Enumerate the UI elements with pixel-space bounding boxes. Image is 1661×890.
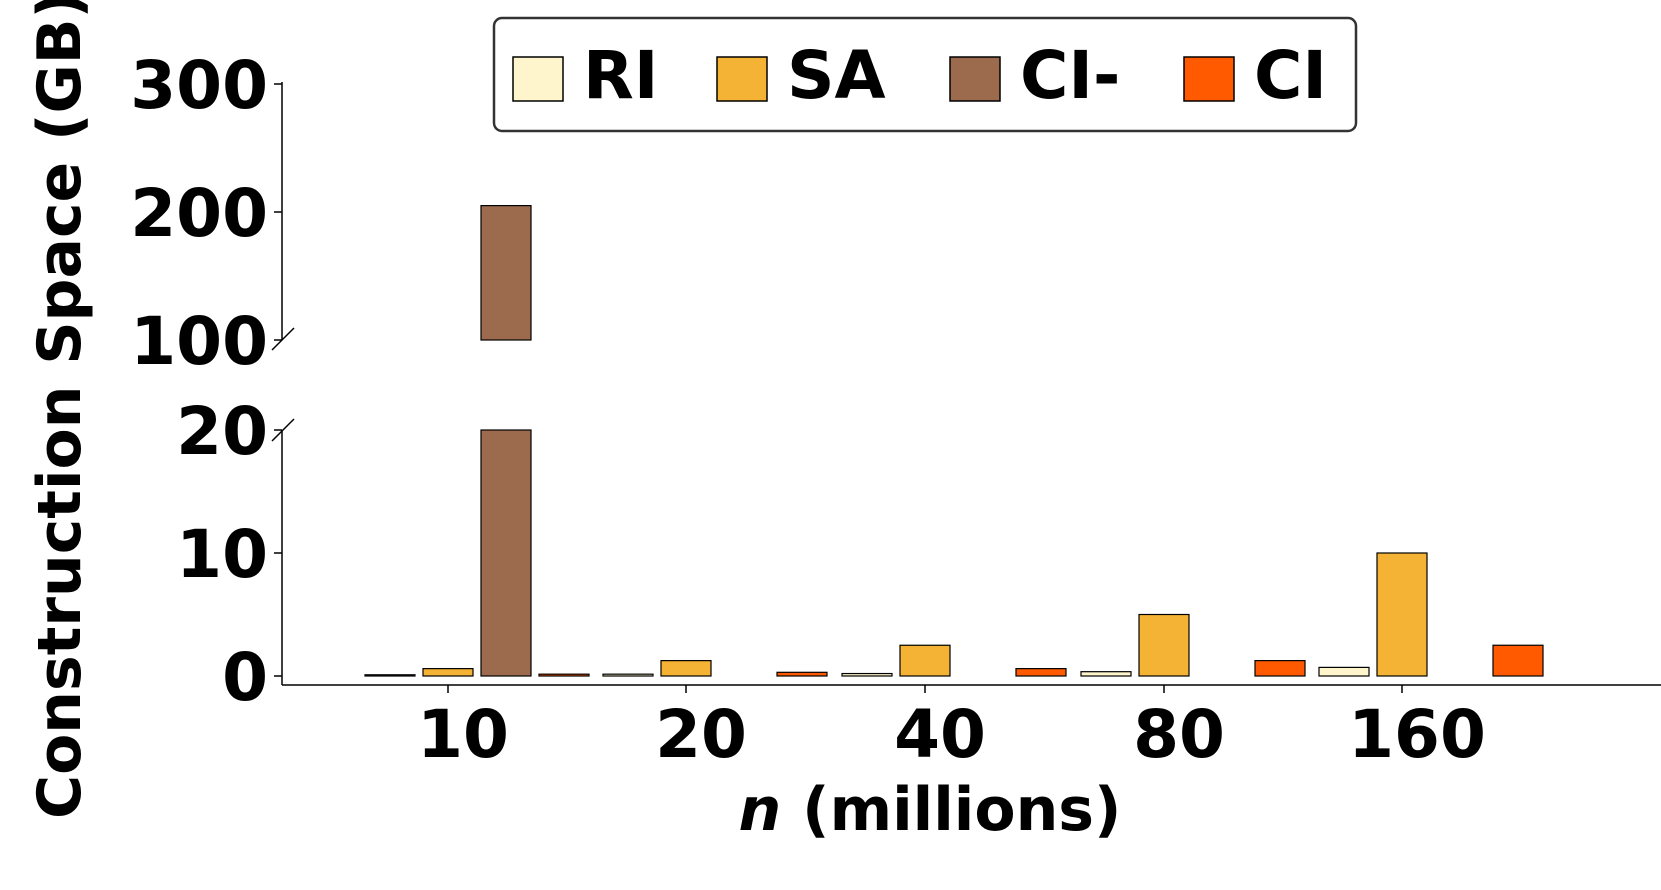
legend-swatch-sa [716,56,768,102]
x-tick-label: 160 [1348,696,1486,773]
bar-sa-10 [422,668,474,677]
x-tick-label: 20 [655,696,747,773]
y-tick-label: 0 [222,639,268,716]
y-tick-label: 10 [176,516,268,593]
x-axis-label-variable: n [739,775,782,845]
axis-break-mark-upper [271,327,295,351]
x-tick-label: 40 [894,696,986,773]
bar-ci-80 [1254,660,1306,677]
legend-label-ci: CI- [1020,37,1120,114]
bar-ri-20 [602,673,654,677]
y-tick-label: 300 [130,47,268,124]
bar-ci-10-upper-segment [480,205,532,341]
y-tick-label: 20 [176,393,268,470]
bar-sa-160 [1376,552,1428,677]
bar-sa-20 [660,660,712,677]
bar-sa-80 [1138,613,1190,677]
legend-swatch-ri [512,56,564,102]
legend-label-ci: CI [1254,37,1327,114]
bar-ci-10 [538,673,590,677]
bar-ri-80 [1080,671,1132,677]
bar-ci-20 [776,671,828,677]
x-tick-label: 10 [417,696,509,773]
legend-swatch-ci [949,56,1001,102]
bar-ri-160 [1318,666,1370,677]
y-axis-label: Construction Space (GB) [25,0,95,819]
x-axis-label-unit: (millions) [781,775,1121,845]
legend-label-sa: SA [787,37,886,114]
bar-sa-40 [899,644,951,677]
y-tick-label: 100 [130,303,268,380]
bar-ci-40 [1015,668,1067,677]
bar-ci-10-lower-segment [480,429,532,677]
bar-ri-40 [841,672,893,677]
x-tick-label: 80 [1133,696,1225,773]
y-tick-label: 200 [130,175,268,252]
legend-swatch-ci [1183,56,1235,102]
legend-label-ri: RI [583,37,658,114]
legend-box [492,16,1358,133]
bar-ci-160 [1492,644,1544,677]
x-axis-label: n (millions) [739,775,1122,845]
axis-break-mark-lower [271,418,295,442]
bar-ri-10 [364,674,416,677]
